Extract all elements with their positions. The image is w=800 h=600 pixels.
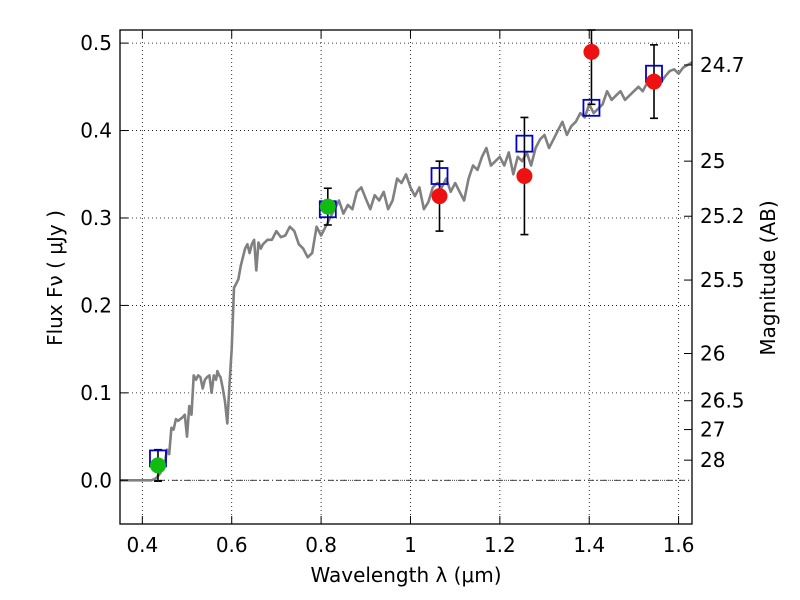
observed-photometry-series <box>149 43 663 474</box>
x-tick-label: 0.6 <box>216 533 248 557</box>
observed-point <box>646 73 663 90</box>
axis-ticks <box>120 30 692 524</box>
observed-point <box>149 457 166 474</box>
spectrum-line <box>120 61 693 482</box>
x-tick-label: 0.8 <box>305 533 337 557</box>
error-bars <box>153 29 659 482</box>
right-tick-label: 28 <box>700 448 725 472</box>
y-tick-label: 0.5 <box>80 31 112 55</box>
right-tick-label: 25.2 <box>700 204 745 228</box>
x-axis-label: Wavelength λ (μm) <box>310 563 501 587</box>
observed-point <box>516 168 533 185</box>
right-tick-label: 25 <box>700 149 725 173</box>
x-tick-label: 1.2 <box>484 533 516 557</box>
y-tick-label: 0.1 <box>80 381 112 405</box>
right-tick-label: 26 <box>700 342 725 366</box>
x-tick-labels: 0.4 0.6 0.8 1 1.2 1.4 1.6 <box>126 533 694 557</box>
plot-frame <box>119 29 693 525</box>
y-tick-labels: 0.0 0.1 0.2 0.3 0.4 0.5 <box>80 31 112 492</box>
model-point-square <box>430 167 449 185</box>
right-tick-label: 26.5 <box>700 389 745 413</box>
y-tick-label: 0.0 <box>80 468 112 492</box>
right-tick-label: 27 <box>700 418 725 442</box>
grid-lines <box>120 30 692 524</box>
observed-point <box>319 198 336 215</box>
y-tick-label: 0.3 <box>80 206 112 230</box>
y-tick-label: 0.4 <box>80 119 112 143</box>
model-point-square <box>515 134 534 153</box>
observed-point <box>431 188 448 205</box>
spectrum-series <box>120 61 693 482</box>
right-magnitude-tick-labels: 24.7 25 25.2 25.5 26 26.5 27 28 <box>700 53 745 472</box>
x-tick-label: 0.4 <box>126 533 158 557</box>
x-tick-label: 1.4 <box>573 533 605 557</box>
observed-point <box>583 43 600 60</box>
x-tick-label: 1.6 <box>663 533 695 557</box>
right-tick-label: 24.7 <box>700 53 745 77</box>
y-tick-label: 0.2 <box>80 293 112 317</box>
x-tick-label: 1 <box>404 533 417 557</box>
right-tick-label: 25.5 <box>700 268 745 292</box>
model-point-square <box>582 98 601 117</box>
y-axis-label: Flux Fν ( μJy ) <box>43 210 67 346</box>
right-axis-label: Magnitude (AB) <box>756 200 780 355</box>
